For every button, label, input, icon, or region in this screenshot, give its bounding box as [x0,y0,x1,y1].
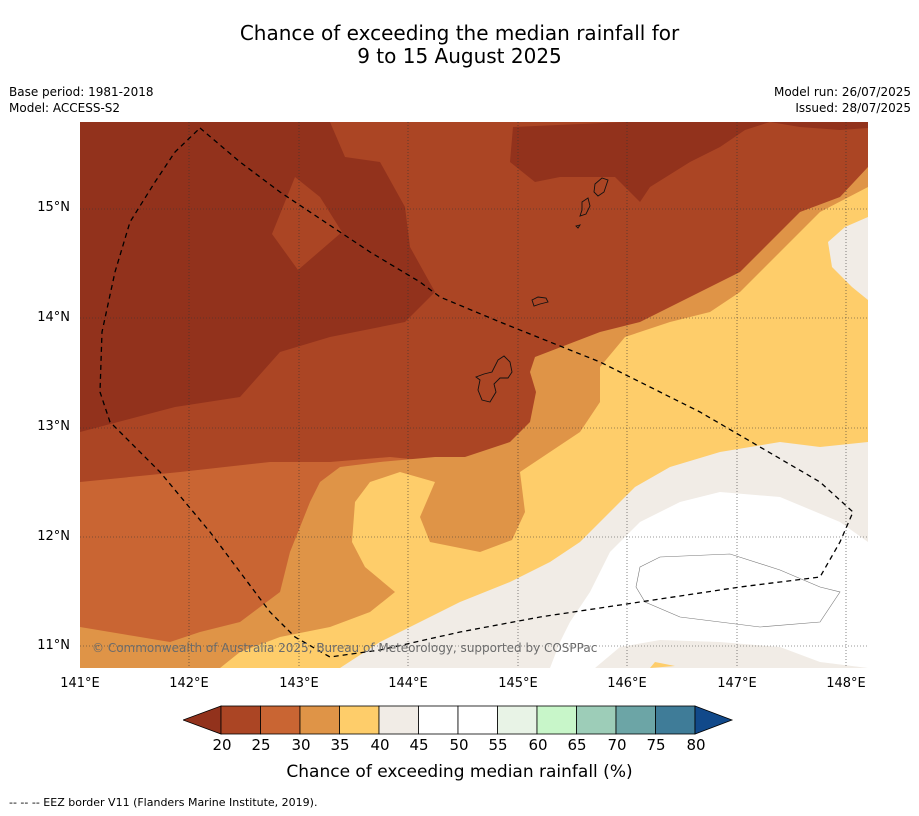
lon-label-148: 148°E [826,676,866,691]
copyright-note: © Commonwealth of Australia 2025, Bureau… [92,641,598,655]
zone-20-east [770,122,868,130]
lat-label-15: 15°N [37,200,70,215]
island-saipan [593,177,609,197]
zone-40-south [650,662,675,668]
colorbar-segment [220,705,261,735]
cb-tick: 50 [449,736,469,754]
cb-tick: 65 [567,736,587,754]
lon-label-146: 146°E [607,676,647,691]
cb-tick: 35 [330,736,350,754]
zone-25-patch [272,177,342,270]
colorbar-extend-high [694,705,734,735]
colorbar-segment [378,705,419,735]
cb-tick: 80 [686,736,706,754]
colorbar-segment [260,705,301,735]
colorbar-extend-low [181,705,222,735]
colorbar-segment [576,705,617,735]
colorbar-label: Chance of exceeding median rainfall (%) [286,762,633,782]
zone-50 [550,492,868,668]
colorbar-segment [299,705,340,735]
base-period: Base period: 1981-2018 [9,85,154,99]
colorbar-segment [655,705,696,735]
colorbar-segment [536,705,577,735]
cb-tick: 60 [528,736,548,754]
model-name: Model: ACCESS-S2 [9,101,121,115]
map-title: Chance of exceeding the median rainfall … [0,22,919,68]
island-aguijan [575,224,582,229]
zone-20-north [510,122,770,202]
issued-date: Issued: 28/07/2025 [795,101,911,115]
island-tinian [579,197,591,217]
cb-tick: 30 [291,736,311,754]
colorbar-segment [457,705,498,735]
eez-legend-note: -- -- -- EEZ border V11 (Flanders Marine… [9,796,318,809]
gridlines [80,122,868,668]
colorbar [181,704,738,740]
colorbar-segment [418,705,459,735]
zone-40-east [600,282,868,422]
colorbar-segment [615,705,656,735]
colorbar-svg [181,705,734,735]
islands [475,177,609,403]
colorbar-segment [339,705,380,735]
eez-border [99,127,854,658]
lon-label-141: 141°E [60,676,100,691]
island-rota [531,296,549,307]
meta-right: Model run: 26/07/2025 Issued: 28/07/2025 [774,84,911,116]
cb-tick: 45 [409,736,429,754]
lat-label-11: 11°N [37,638,70,653]
cb-tick: 75 [646,736,666,754]
colorbar-segment [497,705,538,735]
title-line-2: 9 to 15 August 2025 [357,44,562,68]
zone-20-west [80,122,435,432]
meta-left: Base period: 1981-2018 Model: ACCESS-S2 [9,84,154,116]
cb-tick: 25 [251,736,271,754]
lon-label-147: 147°E [717,676,757,691]
zone-45-ne [828,217,868,300]
lon-label-145: 145°E [498,676,538,691]
island-guam [475,355,513,403]
cb-tick: 55 [488,736,508,754]
rainfall-map [80,122,868,668]
lon-label-144: 144°E [388,676,428,691]
zone-45-south [595,640,868,668]
model-run: Model run: 26/07/2025 [773,85,911,99]
cb-tick: 70 [607,736,627,754]
lon-label-143: 143°E [279,676,319,691]
lat-label-12: 12°N [37,529,70,544]
lat-label-14: 14°N [37,310,70,325]
cb-tick: 20 [212,736,232,754]
lat-label-13: 13°N [37,419,70,434]
lon-label-142: 142°E [169,676,209,691]
map-area [80,122,868,668]
title-line-1: Chance of exceeding the median rainfall … [239,21,680,45]
cb-tick: 40 [370,736,390,754]
zone-50-line [635,553,841,628]
